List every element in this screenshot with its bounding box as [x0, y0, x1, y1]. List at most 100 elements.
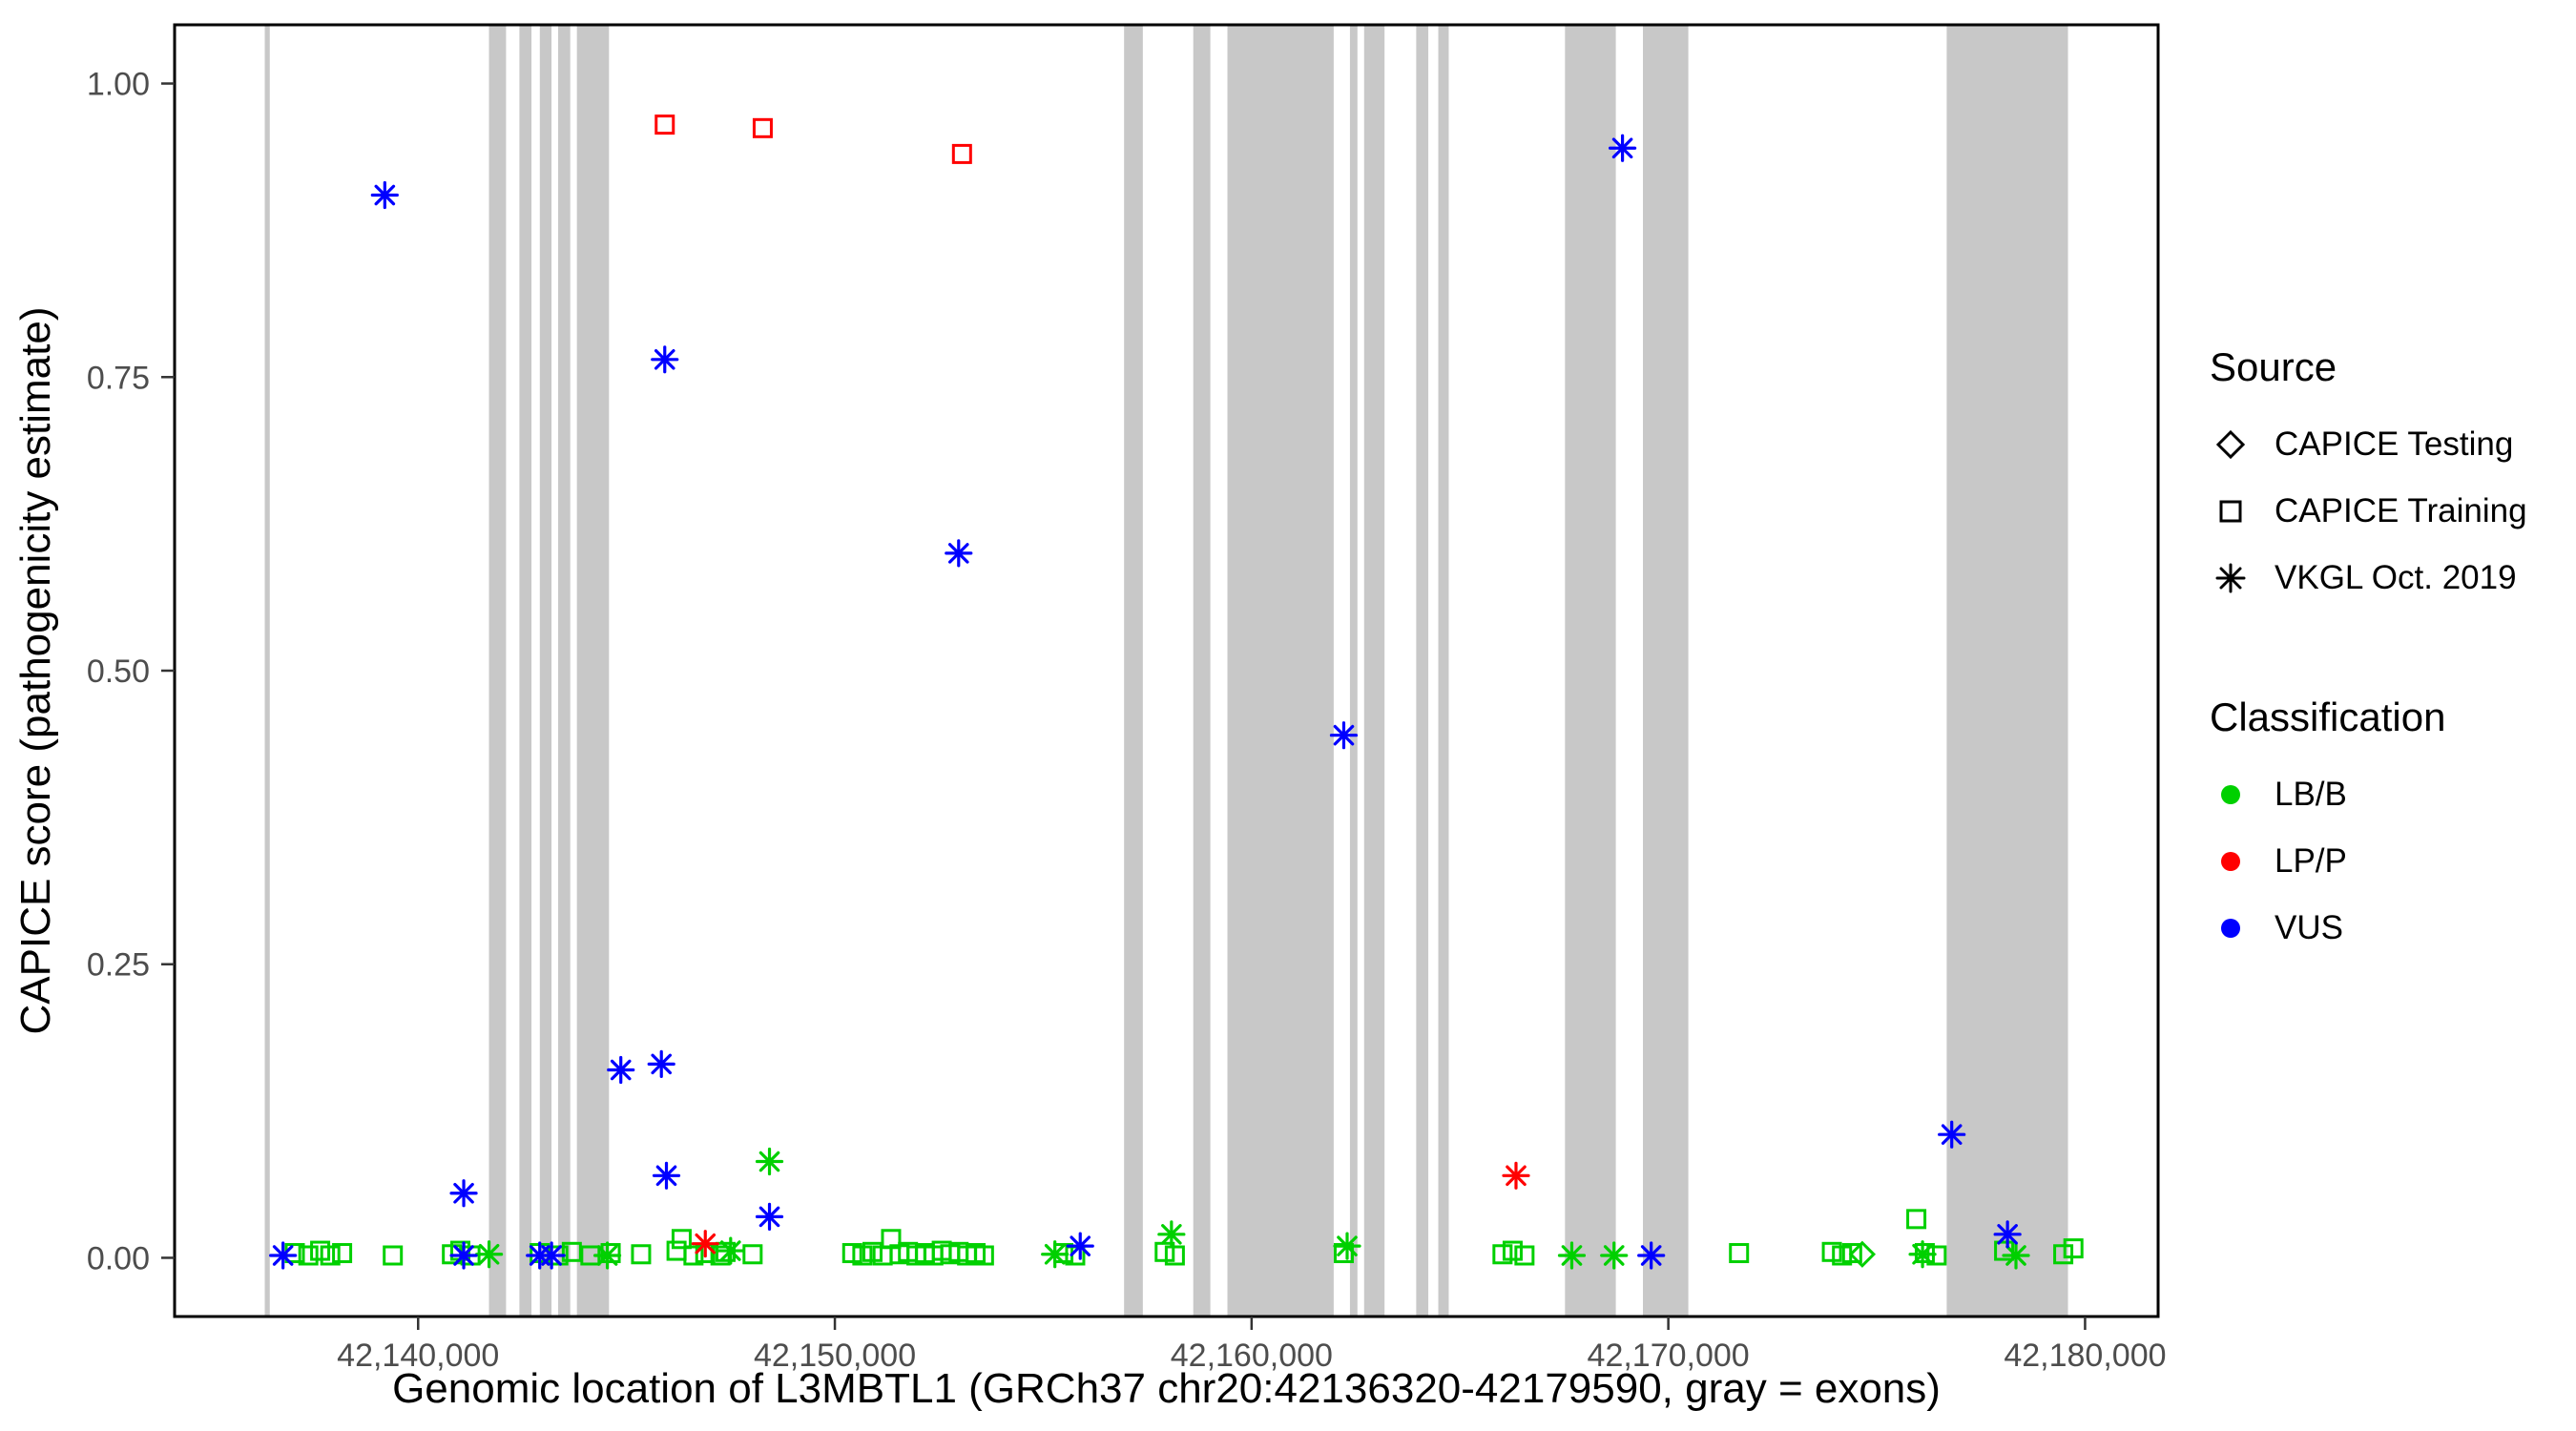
legend-source-group: Source CAPICE Testing CAPICE Training: [2210, 343, 2576, 603]
series-lbb: [284, 1209, 2084, 1266]
exon-band: [1438, 25, 1449, 1317]
x-tick-label: 42,170,000: [1588, 1338, 1750, 1374]
exon-band: [1193, 25, 1211, 1317]
asterisk-marker: [1557, 1241, 1587, 1270]
y-tick-label: 0.25: [87, 947, 150, 984]
square-marker: [951, 143, 972, 164]
square-marker: [1906, 1209, 1927, 1230]
legend-item-vus: VUS: [2210, 903, 2576, 953]
asterisk-marker: [945, 539, 973, 568]
exon-band: [1946, 25, 2068, 1317]
asterisk-marker: [1157, 1220, 1186, 1249]
asterisk-marker: [1908, 1240, 1937, 1269]
asterisk-marker: [475, 1240, 504, 1269]
asterisk-marker: [691, 1230, 719, 1258]
asterisk-icon: [2210, 559, 2252, 597]
x-tick-label: 42,160,000: [1171, 1338, 1333, 1374]
square-marker: [862, 1241, 883, 1262]
square-marker: [973, 1245, 994, 1266]
legend-item-vkgl: VKGL Oct. 2019: [2210, 553, 2576, 603]
asterisk-marker: [1938, 1120, 1966, 1149]
x-tick-label: 42,140,000: [337, 1338, 499, 1374]
asterisk-marker: [449, 1241, 478, 1270]
asterisk-marker: [755, 1147, 784, 1176]
square-marker: [1514, 1245, 1535, 1266]
square-marker: [752, 117, 773, 138]
square-marker: [383, 1245, 404, 1266]
square-marker: [1492, 1244, 1513, 1265]
red-dot-icon: [2210, 842, 2252, 881]
square-marker: [2063, 1238, 2084, 1259]
diamond-marker: [1848, 1240, 1877, 1268]
square-marker: [600, 1243, 621, 1264]
asterisk-marker: [607, 1055, 635, 1085]
square-marker: [1841, 1243, 1862, 1264]
asterisk-marker: [1608, 134, 1637, 162]
x-tick-label: 42,180,000: [2004, 1338, 2166, 1374]
asterisk-marker: [651, 345, 679, 374]
legend-label-capice-training: CAPICE Training: [2275, 492, 2527, 529]
asterisk-marker: [449, 1179, 478, 1208]
diamond-icon: [2210, 425, 2252, 464]
legend-label-lbb: LB/B: [2275, 776, 2347, 813]
series-lpp: [654, 114, 972, 164]
exon-bands: [264, 25, 2068, 1317]
asterisk-marker: [2002, 1241, 2030, 1270]
legend-classification-group: Classification LB/B LP/P: [2210, 694, 2576, 953]
series-lbb: [1848, 1240, 1877, 1268]
asterisk-marker: [370, 180, 399, 210]
exon-band: [558, 25, 571, 1317]
square-marker: [654, 114, 675, 135]
square-marker: [841, 1243, 862, 1264]
legend-label-capice-testing: CAPICE Testing: [2275, 425, 2514, 463]
square-icon: [2210, 492, 2252, 530]
legend-item-capice-testing: CAPICE Testing: [2210, 420, 2576, 469]
square-marker: [298, 1245, 319, 1266]
square-marker: [671, 1229, 692, 1250]
legend-item-lpp: LP/P: [2210, 837, 2576, 886]
asterisk-marker: [1066, 1232, 1094, 1260]
asterisk-marker: [1600, 1241, 1629, 1270]
y-axis-title: CAPICE score (pathogenicity estimate): [12, 307, 59, 1035]
legend-label-vus: VUS: [2275, 909, 2343, 946]
exon-band: [1416, 25, 1429, 1317]
square-marker: [631, 1244, 652, 1265]
y-tick-label: 0.00: [87, 1240, 150, 1276]
exon-band: [539, 25, 552, 1317]
square-marker: [2053, 1244, 2074, 1265]
asterisk-marker: [647, 1049, 675, 1078]
asterisk-marker: [1329, 721, 1359, 750]
square-marker: [742, 1244, 763, 1265]
legend-label-vkgl: VKGL Oct. 2019: [2275, 559, 2517, 596]
asterisk-marker: [755, 1202, 784, 1231]
square-marker: [320, 1245, 341, 1266]
square-marker: [1164, 1245, 1185, 1266]
asterisk-marker: [592, 1241, 622, 1270]
y-tick-label: 0.75: [87, 360, 150, 396]
asterisk-marker: [537, 1241, 566, 1270]
series-vus: [269, 134, 2022, 1270]
plot-panel: [175, 25, 2158, 1317]
legend-label-lpp: LP/P: [2275, 842, 2347, 880]
square-marker: [332, 1243, 353, 1264]
square-marker: [852, 1245, 873, 1266]
y-tick-label: 0.50: [87, 653, 150, 690]
asterisk-marker: [1993, 1220, 2022, 1249]
legend-item-lbb: LB/B: [2210, 770, 2576, 819]
asterisk-marker: [1041, 1240, 1070, 1269]
x-tick-label: 42,150,000: [754, 1338, 916, 1374]
square-marker: [710, 1245, 731, 1266]
y-axis: 0.00 0.25 0.50 0.75 1.00: [87, 67, 175, 1276]
exon-band: [519, 25, 532, 1317]
asterisk-marker: [1333, 1232, 1361, 1260]
exon-band: [1565, 25, 1616, 1317]
exon-band: [1363, 25, 1385, 1317]
asterisk-marker: [1637, 1241, 1666, 1270]
legend: Source CAPICE Testing CAPICE Training: [2210, 343, 2576, 1044]
series-lbb: [475, 1147, 2030, 1270]
exon-band: [1124, 25, 1143, 1317]
legend-source-title: Source: [2210, 344, 2337, 389]
blue-dot-icon: [2210, 909, 2252, 947]
square-marker: [1821, 1241, 1842, 1262]
